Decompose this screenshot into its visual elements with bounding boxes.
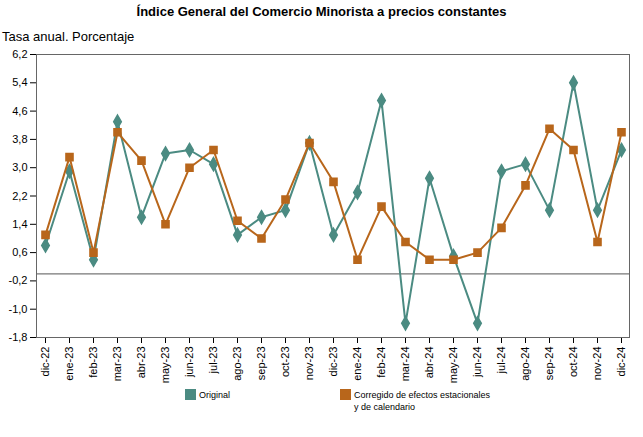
svg-text:ago-23: ago-23 [231, 347, 243, 381]
svg-text:jun-24: jun-24 [471, 347, 483, 379]
svg-text:sep-24: sep-24 [543, 347, 555, 381]
svg-text:mar-24: mar-24 [399, 347, 411, 382]
svg-text:nov-24: nov-24 [591, 347, 603, 381]
svg-text:6,2: 6,2 [12, 48, 27, 60]
svg-text:may-24: may-24 [447, 347, 459, 384]
svg-text:jun-23: jun-23 [183, 347, 195, 379]
svg-text:-1,8: -1,8 [9, 331, 28, 343]
svg-text:feb-24: feb-24 [375, 347, 387, 378]
svg-text:abr-24: abr-24 [423, 347, 435, 379]
svg-text:2,2: 2,2 [12, 190, 27, 202]
svg-text:3,0: 3,0 [12, 161, 27, 173]
svg-text:ene-24: ene-24 [351, 347, 363, 381]
html-text:Tasa anual. Porcentaje: Tasa anual. Porcentaje [2, 29, 135, 44]
html-text:Corregido de efectos estaciona: Corregido de efectos estacionales y de c… [354, 390, 491, 412]
svg-text:oct-23: oct-23 [279, 347, 291, 378]
svg-text:5,4: 5,4 [12, 76, 27, 88]
svg-text:abr-23: abr-23 [135, 347, 147, 379]
svg-text:ene-23: ene-23 [63, 347, 75, 381]
html-text:Índice General del Comercio Mi: Índice General del Comercio Minorista a … [136, 4, 507, 19]
svg-text:3,8: 3,8 [12, 133, 27, 145]
svg-text:dic-23: dic-23 [327, 347, 339, 377]
svg-text:dic-22: dic-22 [39, 347, 51, 377]
svg-text:feb-23: feb-23 [87, 347, 99, 378]
svg-text:mar-23: mar-23 [111, 347, 123, 382]
svg-text:may-23: may-23 [159, 347, 171, 384]
svg-text:ago-24: ago-24 [519, 347, 531, 381]
svg-text:4,6: 4,6 [12, 105, 27, 117]
svg-text:0,6: 0,6 [12, 246, 27, 258]
svg-text:-1,0: -1,0 [9, 303, 28, 315]
svg-text:-0,2: -0,2 [9, 274, 28, 286]
html-text:Original: Original [199, 390, 230, 400]
svg-text:jul-23: jul-23 [207, 347, 219, 375]
svg-text:nov-23: nov-23 [303, 347, 315, 381]
svg-text:oct-24: oct-24 [567, 347, 579, 378]
svg-text:dic-24: dic-24 [615, 347, 627, 377]
svg-text:sep-23: sep-23 [255, 347, 267, 381]
svg-text:1,4: 1,4 [12, 218, 27, 230]
svg-text:jul-24: jul-24 [495, 347, 507, 375]
